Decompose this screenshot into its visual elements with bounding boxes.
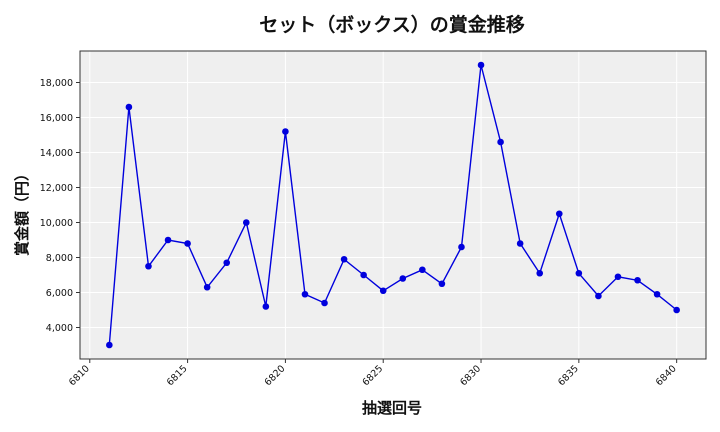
y-tick-label: 14,000 bbox=[40, 148, 73, 159]
x-tick-label: 6835 bbox=[556, 363, 581, 388]
data-point bbox=[419, 266, 426, 274]
data-point bbox=[203, 283, 211, 291]
x-tick-label: 6810 bbox=[67, 363, 92, 388]
grid bbox=[80, 51, 706, 359]
data-point bbox=[223, 259, 231, 267]
data-point bbox=[516, 240, 524, 247]
y-tick-label: 10,000 bbox=[40, 218, 73, 229]
data-point bbox=[477, 61, 485, 69]
data-point bbox=[595, 292, 602, 300]
data-point bbox=[379, 287, 387, 295]
data-point bbox=[360, 271, 367, 279]
data-point bbox=[340, 255, 348, 263]
data-point bbox=[555, 210, 563, 218]
data-point bbox=[399, 275, 407, 282]
data-point bbox=[282, 128, 289, 135]
data-point bbox=[673, 306, 680, 314]
data-point bbox=[634, 276, 641, 284]
data-point bbox=[125, 103, 133, 111]
y-tick-label: 16,000 bbox=[40, 113, 73, 124]
plot-frame bbox=[79, 50, 707, 360]
data-point bbox=[614, 273, 622, 281]
data-point bbox=[458, 243, 465, 251]
x-tick-label: 6840 bbox=[654, 363, 679, 388]
data-point bbox=[438, 280, 446, 288]
data-point bbox=[184, 240, 191, 247]
series-layer bbox=[106, 61, 680, 349]
chart-title: セット（ボックス）の賞金推移 bbox=[259, 13, 524, 36]
data-point bbox=[164, 236, 172, 244]
data-point bbox=[536, 269, 544, 277]
x-tick-label: 6830 bbox=[458, 363, 483, 388]
y-tick-label: 6,000 bbox=[46, 288, 73, 299]
x-axis-label: 抽選回号 bbox=[362, 399, 422, 417]
y-tick-label: 8,000 bbox=[46, 253, 73, 264]
x-tick-label: 6815 bbox=[165, 363, 190, 388]
x-tick-label: 6820 bbox=[263, 363, 288, 388]
data-point bbox=[301, 290, 309, 298]
data-point bbox=[321, 299, 328, 307]
x-tick-label: 6825 bbox=[360, 363, 385, 388]
series-line bbox=[108, 64, 678, 346]
y-tick-label: 4,000 bbox=[46, 323, 73, 334]
data-point bbox=[242, 219, 250, 226]
plot-area bbox=[80, 51, 706, 359]
data-point bbox=[653, 290, 661, 298]
data-point bbox=[575, 269, 583, 277]
data-point bbox=[497, 138, 504, 146]
y-tick-label: 18,000 bbox=[40, 78, 73, 89]
y-axis-label: 賞金額（円） bbox=[13, 166, 31, 256]
data-point bbox=[106, 341, 113, 349]
data-point bbox=[262, 303, 270, 310]
y-tick-label: 12,000 bbox=[40, 183, 73, 194]
data-point bbox=[145, 262, 152, 270]
